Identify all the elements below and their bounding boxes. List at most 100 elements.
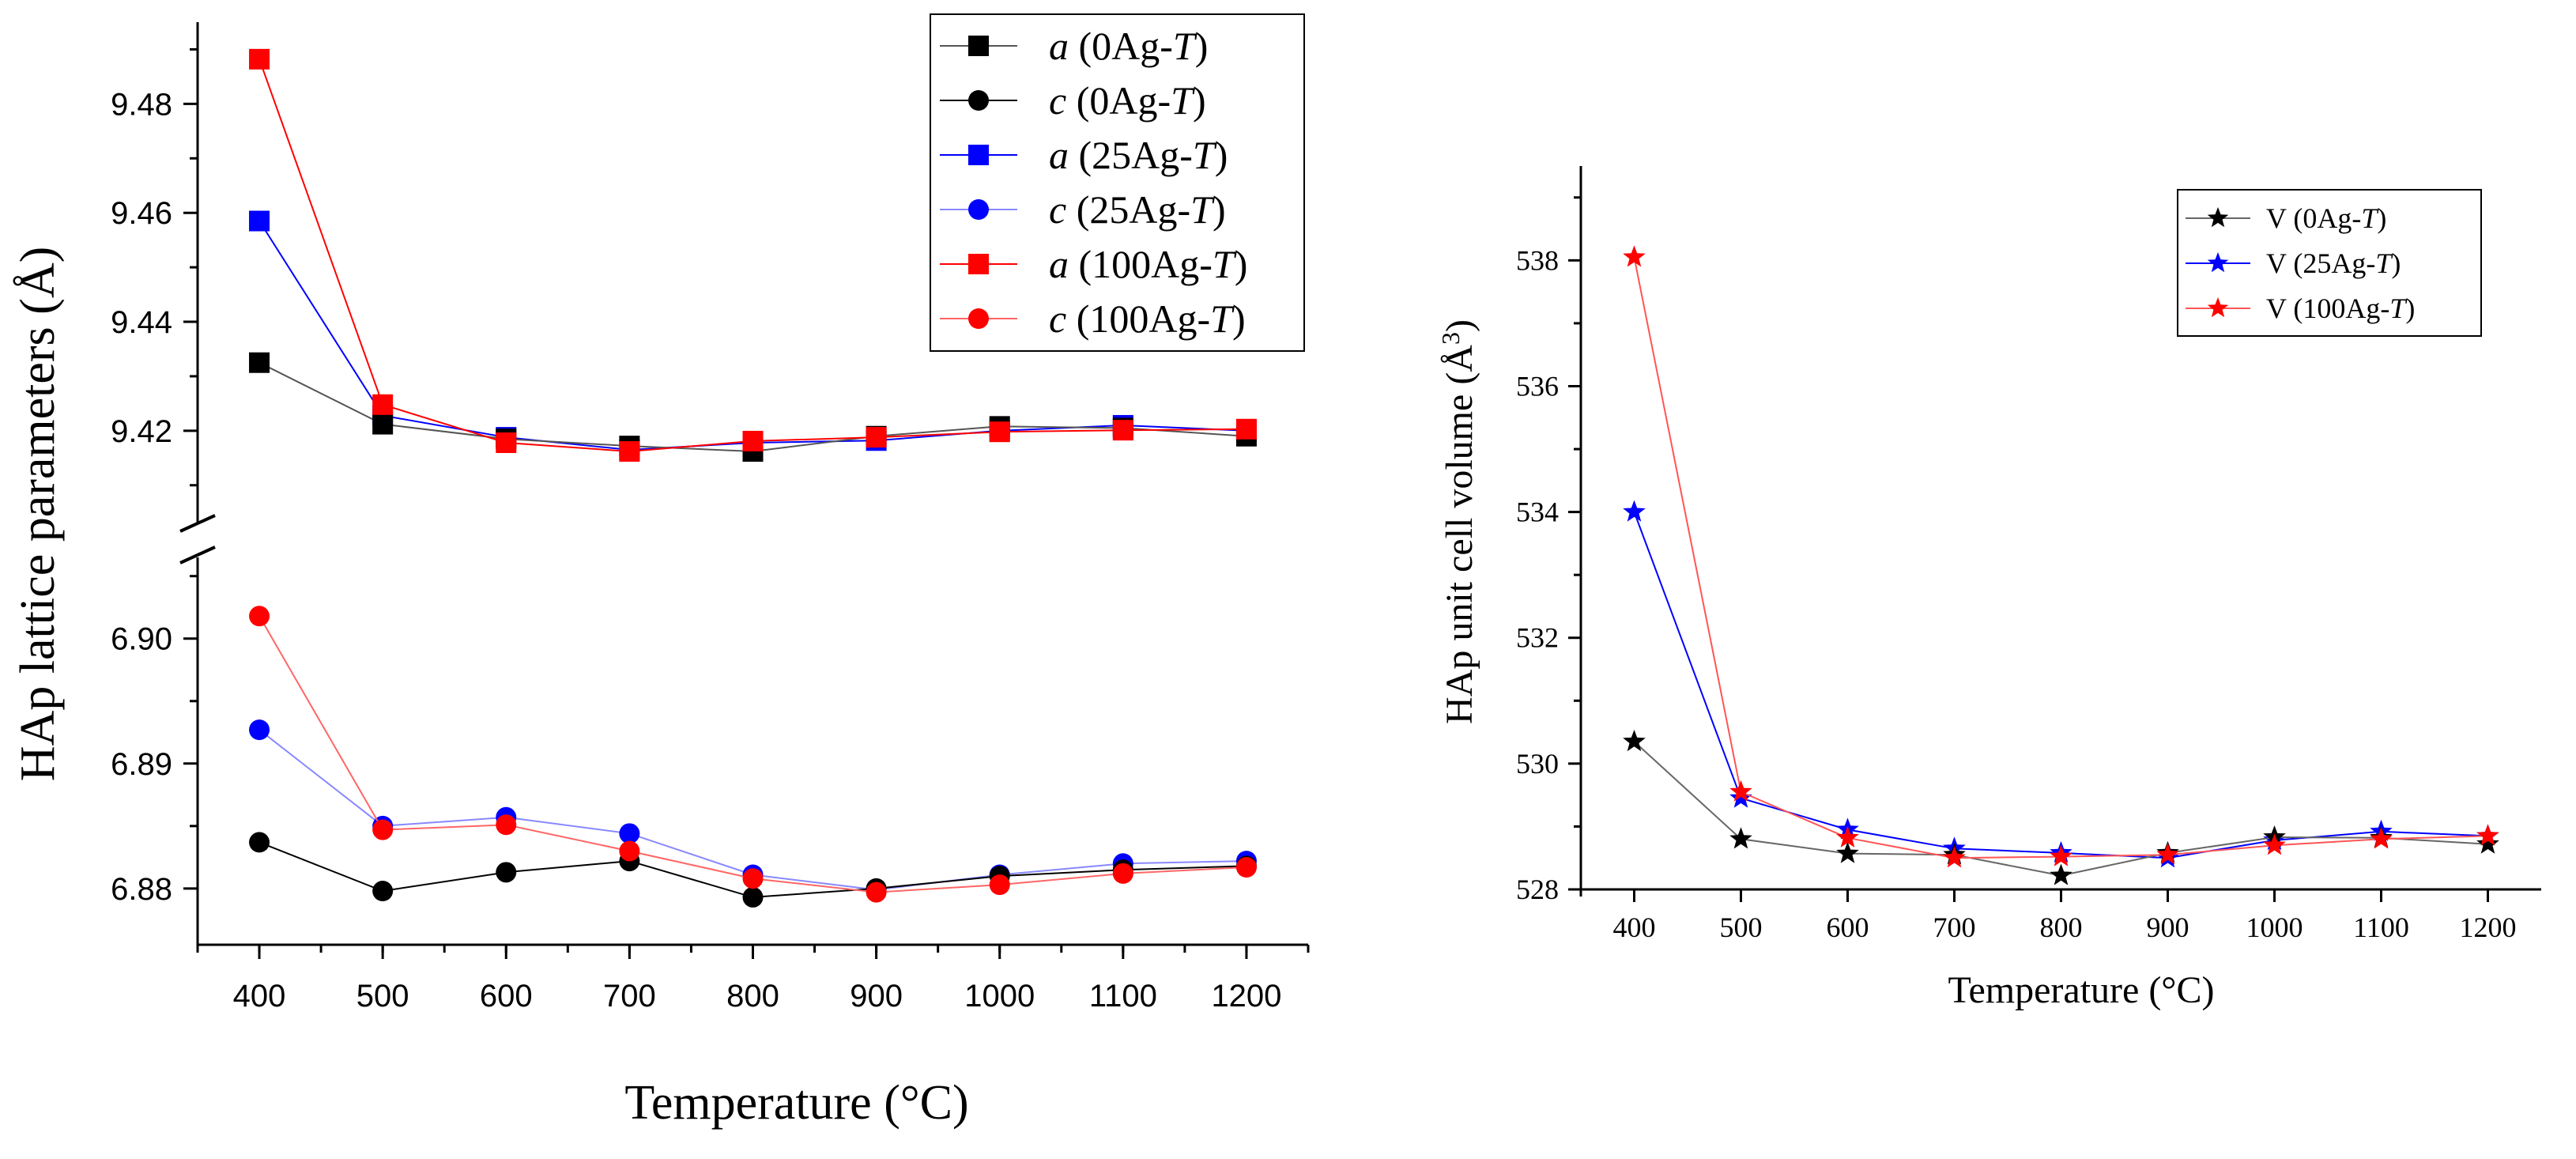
- y-tick-label-lower: 6.90: [111, 622, 172, 657]
- legend-close: ): [1193, 78, 1206, 123]
- volume-y-axis-title: HAp unit cell volume (Å3): [1436, 319, 1480, 724]
- legend-var: T: [1193, 133, 1217, 177]
- legend-var: T: [1171, 78, 1195, 123]
- volume-legend-text: V (0Ag-: [2266, 202, 2361, 234]
- volume-x-tick-label: 900: [2147, 912, 2189, 943]
- volume-legend-label: V (25Ag-T): [2266, 247, 2401, 279]
- legend-sample: (100Ag-: [1069, 242, 1213, 286]
- legend-param: a: [1049, 24, 1069, 68]
- x-tick-label: 500: [356, 979, 409, 1014]
- series-5-point-1100: [1112, 863, 1133, 884]
- legend-param: a: [1049, 133, 1069, 177]
- series-5-point-700: [619, 840, 640, 862]
- volume-legend-text: V (25Ag-: [2266, 247, 2375, 279]
- series-4-point-400: [249, 48, 270, 70]
- volume-series-2-point-500: [1729, 780, 1752, 802]
- volume-axes: 400 500 600 700 800 900 1000 1100 1200 528 530 532 5…: [1516, 166, 2541, 943]
- series-1-point-600: [496, 862, 517, 883]
- volume-legend-marker-2: [2207, 297, 2229, 318]
- volume-x-tick-label: 1100: [2353, 912, 2409, 943]
- volume-legend-var: T: [2375, 247, 2393, 279]
- volume-y-tick-label: 536: [1516, 370, 1559, 402]
- volume-legend-label: V (0Ag-T): [2266, 202, 2386, 234]
- volume-x-axis-title: Temperature (°C): [1948, 969, 2214, 1011]
- legend-param: a: [1049, 242, 1069, 286]
- lattice-axes: 400 500 600 700 800 900 1000 1100 1200 9.42 9.44 9.…: [111, 22, 1310, 1014]
- volume-legend-var: T: [2361, 202, 2379, 234]
- series-2-point-400: [249, 210, 270, 232]
- x-tick-label: 1100: [1089, 979, 1157, 1014]
- volume-legend-close: ): [2391, 247, 2401, 279]
- y-tick-label-upper: 9.44: [111, 305, 172, 340]
- legend-var: T: [1210, 296, 1235, 341]
- series-5-point-400: [249, 606, 270, 627]
- x-tick-label: 900: [850, 979, 903, 1014]
- legend-label: c (100Ag-T): [1049, 296, 1246, 341]
- volume-series-2-point-1000: [2263, 833, 2286, 855]
- volume-series-0-point-600: [1836, 841, 1859, 863]
- legend-label: c (0Ag-T): [1049, 78, 1206, 123]
- volume-series-0-point-500: [1729, 827, 1752, 849]
- legend-marker-3: [968, 199, 989, 220]
- volume-series-0-point-1200: [2476, 832, 2499, 854]
- x-tick-label: 400: [233, 979, 286, 1014]
- series-line-5: [258, 615, 1247, 893]
- volume-series-2-point-900: [2156, 843, 2179, 865]
- volume-y-axis-title-main: HAp unit cell volume (Å: [1439, 345, 1480, 724]
- legend-marker-0: [968, 36, 989, 56]
- legend-sample: (0Ag-: [1066, 78, 1171, 123]
- y-tick-label-upper: 9.48: [111, 87, 172, 122]
- legend-marker-5: [968, 308, 989, 329]
- axis-break-mark: [179, 514, 216, 533]
- x-tick-label: 1000: [964, 979, 1035, 1014]
- volume-legend-close: ): [2377, 202, 2386, 234]
- volume-series-2-point-1100: [2370, 827, 2393, 849]
- y-tick-label-lower: 6.88: [111, 872, 172, 907]
- volume-series-1-point-500: [1729, 786, 1752, 808]
- legend-var: T: [1213, 242, 1237, 286]
- series-4-point-800: [742, 430, 764, 451]
- series-4-point-700: [619, 441, 640, 462]
- volume-series-0-point-400: [1623, 730, 1646, 752]
- x-tick-label: 1200: [1211, 979, 1281, 1014]
- series-1-point-400: [249, 832, 270, 853]
- legend-close: ): [1195, 24, 1209, 68]
- legend-sample: (100Ag-: [1066, 296, 1210, 341]
- volume-x-tick-label: 600: [1827, 912, 1869, 943]
- legend-sample: (25Ag-: [1069, 133, 1193, 177]
- volume-y-tick-label: 530: [1516, 748, 1559, 780]
- volume-legend-text: V (100Ag-: [2266, 293, 2389, 324]
- series-4-point-1000: [989, 421, 1010, 443]
- series-5-point-600: [496, 814, 517, 836]
- volume-legend-close: ): [2405, 293, 2415, 324]
- series-4-point-500: [372, 394, 394, 415]
- volume-x-tick-label: 400: [1613, 912, 1656, 943]
- volume-y-tick-label: 538: [1516, 244, 1559, 276]
- volume-series-2-point-1200: [2476, 824, 2499, 846]
- legend-param: c: [1049, 187, 1066, 232]
- volume-series-2-point-800: [2050, 844, 2072, 866]
- volume-legend-var: T: [2389, 293, 2408, 324]
- series-1-point-800: [742, 886, 764, 908]
- unit-cell-volume-chart: 400 500 600 700 800 900 1000 1100 1200 528 530 532 5…: [1436, 166, 2541, 1011]
- volume-series-line-1: [1633, 512, 2488, 859]
- volume-y-axis-title-end: ): [1439, 319, 1480, 332]
- series-5-point-1200: [1235, 857, 1257, 878]
- series-4-point-1100: [1112, 420, 1133, 441]
- legend-param: c: [1049, 296, 1066, 341]
- volume-series-layer: [1623, 245, 2499, 885]
- x-tick-label: 800: [726, 979, 779, 1014]
- legend-marker-4: [968, 254, 989, 274]
- volume-y-tick-label: 532: [1516, 622, 1559, 654]
- legend-frame: [930, 13, 1305, 352]
- y-tick-label-lower: 6.89: [111, 747, 172, 782]
- legend-var: T: [1173, 24, 1197, 68]
- legend-var: T: [1190, 187, 1215, 232]
- volume-y-tick-label: 528: [1516, 874, 1559, 905]
- volume-x-tick-label: 1000: [2246, 912, 2303, 943]
- series-4-point-900: [866, 427, 887, 448]
- legend-param: c: [1049, 78, 1066, 123]
- series-4-point-1200: [1235, 418, 1257, 440]
- volume-series-2-point-400: [1623, 245, 1646, 267]
